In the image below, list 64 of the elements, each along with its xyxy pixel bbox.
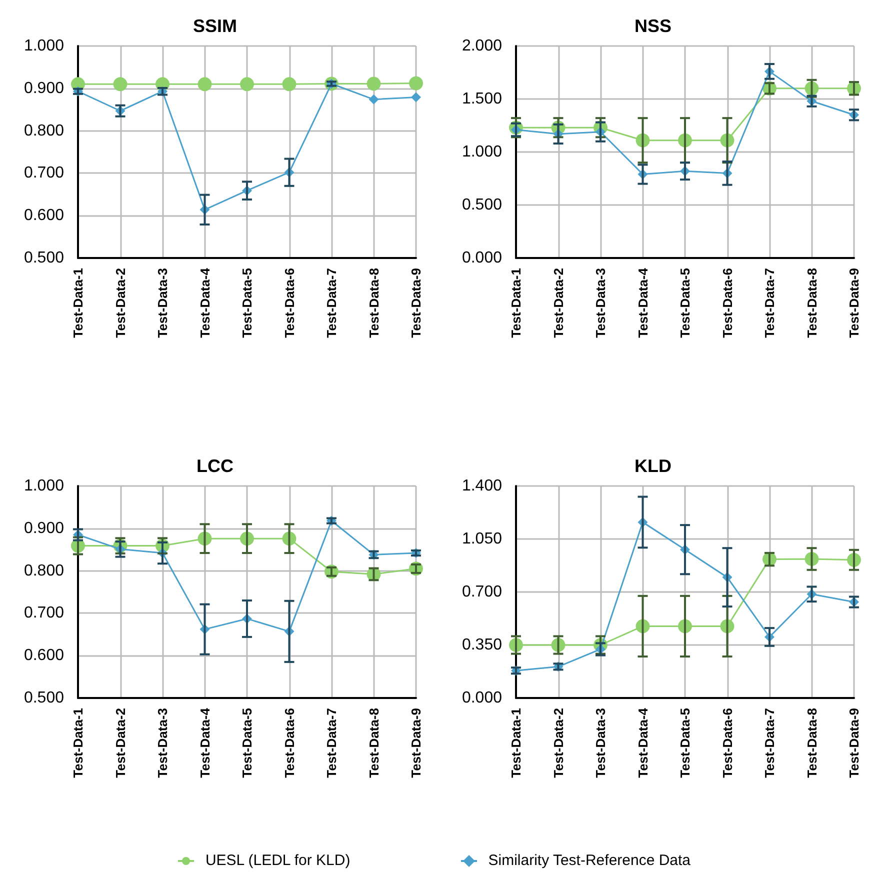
y-tick-label: 0.350 [462,636,502,654]
x-tick-label: Test-Data-1 [508,268,524,338]
y-tick-label: 1.000 [24,478,64,494]
x-tick-label: Test-Data-9 [408,708,424,778]
x-tick-label: Test-Data-5 [240,268,254,338]
x-tick-label: Test-Data-9 [846,268,862,338]
x-tick-label: Test-Data-7 [324,708,339,778]
x-tick-label: Test-Data-8 [366,268,382,338]
y-tick-label: 1.000 [462,144,502,160]
y-tick-label: 0.000 [462,690,502,706]
x-tick-label: Test-Data-1 [70,268,86,338]
x-tick-label: Test-Data-5 [678,708,692,778]
x-tick-label: Test-Data-3 [155,708,170,778]
y-tick-label: 0.800 [24,122,64,140]
x-tick-label: Test-Data-2 [550,268,566,338]
x-tick-label: Test-Data-4 [197,267,212,338]
x-tick-label: Test-Data-5 [240,708,254,778]
y-tick-label: 0.500 [24,250,64,266]
chart-title: KLD [634,456,672,476]
x-tick-label: Test-Data-6 [282,268,297,338]
x-tick-label: Test-Data-8 [366,708,382,778]
y-tick-label: 0.500 [24,690,64,706]
x-tick-label: Test-Data-6 [720,708,735,778]
y-tick-label: 0.000 [462,250,502,266]
x-tick-label: Test-Data-2 [112,708,128,778]
x-tick-label: Test-Data-1 [508,708,524,778]
x-tick-label: Test-Data-1 [70,708,86,778]
x-tick-label: Test-Data-3 [593,268,608,338]
y-tick-label: 0.900 [24,520,64,537]
x-tick-label: Test-Data-7 [762,708,777,778]
x-tick-label: Test-Data-5 [678,268,692,338]
chart-title: SSIM [192,16,238,36]
y-tick-label: 0.700 [462,584,502,600]
y-tick-label: 0.600 [24,207,64,224]
x-tick-label: Test-Data-8 [804,268,820,338]
y-tick-label: 0.900 [24,80,64,97]
x-tick-label: Test-Data-3 [155,268,170,338]
x-tick-label: Test-Data-4 [635,707,650,778]
legend-label: Similarity Test-Reference Data [488,852,691,869]
y-tick-label: 1.000 [24,38,64,54]
x-tick-label: Test-Data-9 [846,708,862,778]
x-tick-label: Test-Data-4 [635,267,650,338]
x-tick-label: Test-Data-9 [408,268,424,338]
y-tick-label: 1.500 [462,90,502,108]
y-tick-label: 0.700 [24,164,64,182]
x-tick-label: Test-Data-2 [112,268,128,338]
y-tick-label: 1.050 [462,530,502,548]
x-tick-label: Test-Data-2 [550,708,566,778]
chart-title: LCC [196,456,234,476]
y-tick-label: 2.000 [462,38,502,54]
x-tick-label: Test-Data-6 [720,268,735,338]
y-tick-label: 0.600 [24,647,64,664]
x-tick-label: Test-Data-4 [197,707,212,778]
x-tick-label: Test-Data-7 [324,268,339,338]
y-tick-label: 0.800 [24,562,64,580]
x-tick-label: Test-Data-7 [762,268,777,338]
y-tick-label: 0.500 [462,196,502,214]
x-tick-label: Test-Data-8 [804,708,820,778]
legend-label: UESL (LEDL for KLD) [205,852,350,869]
y-tick-label: 1.400 [462,478,502,494]
x-tick-label: Test-Data-6 [282,708,297,778]
y-tick-label: 0.700 [24,604,64,622]
chart-title: NSS [634,16,672,36]
x-tick-label: Test-Data-3 [593,708,608,778]
